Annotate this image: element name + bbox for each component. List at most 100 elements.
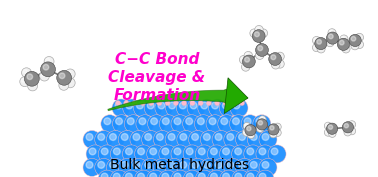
Circle shape — [113, 173, 120, 177]
Circle shape — [125, 148, 132, 155]
Circle shape — [256, 145, 274, 163]
Circle shape — [258, 46, 263, 51]
Circle shape — [212, 130, 230, 149]
Circle shape — [171, 145, 189, 163]
Circle shape — [168, 161, 175, 168]
Circle shape — [110, 170, 128, 177]
Circle shape — [209, 99, 226, 117]
Circle shape — [133, 99, 152, 117]
Circle shape — [65, 69, 75, 79]
Circle shape — [256, 119, 268, 130]
Circle shape — [314, 45, 317, 48]
Circle shape — [23, 70, 27, 73]
Circle shape — [327, 32, 339, 44]
Circle shape — [245, 57, 249, 62]
Circle shape — [223, 173, 229, 177]
Circle shape — [355, 40, 364, 48]
Circle shape — [95, 130, 113, 149]
Circle shape — [165, 101, 170, 105]
Circle shape — [162, 173, 169, 177]
Circle shape — [355, 33, 364, 41]
Circle shape — [136, 102, 143, 109]
Circle shape — [156, 161, 163, 168]
Circle shape — [110, 134, 116, 140]
Circle shape — [313, 36, 321, 45]
Circle shape — [59, 80, 69, 90]
Circle shape — [244, 52, 253, 60]
Circle shape — [259, 116, 266, 123]
Circle shape — [276, 60, 284, 68]
Circle shape — [276, 52, 284, 61]
Circle shape — [187, 99, 205, 117]
Circle shape — [222, 102, 229, 109]
Circle shape — [126, 102, 133, 109]
Circle shape — [317, 39, 321, 44]
Circle shape — [153, 158, 171, 176]
Circle shape — [197, 118, 204, 125]
Circle shape — [147, 102, 154, 109]
Circle shape — [142, 158, 160, 176]
Circle shape — [150, 173, 156, 177]
Circle shape — [223, 101, 228, 105]
Circle shape — [215, 101, 220, 105]
Circle shape — [159, 115, 177, 133]
Circle shape — [171, 115, 189, 133]
Circle shape — [186, 148, 193, 155]
Circle shape — [250, 134, 257, 140]
Circle shape — [259, 29, 268, 38]
Circle shape — [219, 99, 237, 117]
Circle shape — [130, 158, 148, 176]
Circle shape — [328, 34, 333, 39]
Circle shape — [27, 74, 33, 79]
Circle shape — [239, 161, 245, 168]
Circle shape — [145, 161, 152, 168]
Circle shape — [200, 158, 218, 176]
Circle shape — [147, 145, 165, 163]
Circle shape — [121, 134, 128, 140]
Circle shape — [198, 173, 205, 177]
Circle shape — [177, 130, 195, 149]
Circle shape — [270, 126, 274, 130]
Circle shape — [206, 101, 211, 105]
Circle shape — [345, 130, 348, 133]
Circle shape — [115, 102, 122, 109]
Circle shape — [254, 32, 259, 37]
Circle shape — [166, 99, 184, 117]
Circle shape — [177, 158, 195, 176]
Circle shape — [149, 101, 153, 105]
Circle shape — [273, 62, 276, 65]
Circle shape — [112, 99, 130, 117]
Circle shape — [67, 71, 71, 74]
Circle shape — [244, 170, 262, 177]
Circle shape — [325, 130, 328, 133]
Circle shape — [357, 35, 360, 38]
Circle shape — [101, 173, 108, 177]
Circle shape — [351, 36, 356, 41]
Circle shape — [313, 44, 321, 52]
Circle shape — [200, 130, 218, 149]
Circle shape — [192, 161, 198, 168]
Circle shape — [244, 130, 246, 133]
Circle shape — [256, 118, 263, 125]
Circle shape — [328, 125, 333, 129]
Circle shape — [136, 115, 154, 133]
Circle shape — [218, 115, 236, 133]
Circle shape — [235, 148, 242, 155]
Circle shape — [107, 158, 124, 176]
Circle shape — [250, 161, 257, 168]
Circle shape — [247, 173, 254, 177]
Circle shape — [224, 158, 242, 176]
Circle shape — [259, 158, 277, 176]
Circle shape — [133, 134, 140, 140]
Circle shape — [194, 115, 212, 133]
Circle shape — [165, 158, 183, 176]
Circle shape — [138, 148, 144, 155]
Circle shape — [253, 30, 265, 42]
Circle shape — [260, 30, 264, 34]
Circle shape — [46, 58, 50, 62]
Circle shape — [124, 115, 142, 133]
Circle shape — [140, 101, 145, 105]
Circle shape — [22, 78, 25, 82]
Circle shape — [317, 45, 325, 53]
Circle shape — [180, 134, 187, 140]
